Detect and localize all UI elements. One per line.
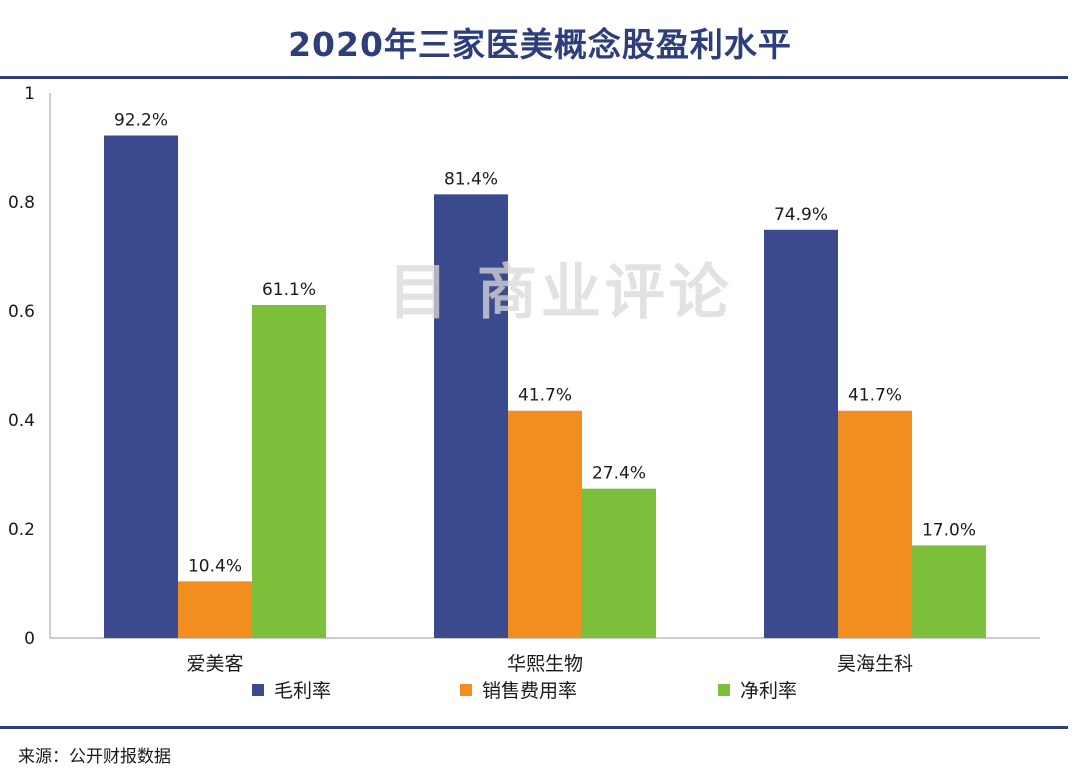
bar [838, 410, 912, 638]
bar [508, 410, 582, 638]
y-tick-label: 0.4 [8, 411, 35, 431]
y-tick-label: 0 [24, 629, 35, 649]
y-tick-label: 1 [24, 84, 35, 104]
data-label: 61.1% [262, 280, 316, 300]
legend-swatch [718, 684, 730, 696]
bar [434, 194, 508, 638]
legend-label: 毛利率 [274, 680, 331, 702]
category-label: 昊海生科 [837, 653, 913, 675]
category-label: 爱美客 [186, 653, 243, 675]
watermark: 目 商业评论 [388, 258, 733, 328]
data-label: 41.7% [518, 386, 572, 406]
legend-label: 销售费用率 [482, 680, 577, 702]
bar [104, 135, 178, 638]
data-label: 17.0% [922, 520, 976, 540]
y-tick-label: 0.8 [8, 193, 35, 213]
bar [178, 581, 252, 638]
data-label: 10.4% [188, 556, 242, 576]
bar-chart: 0 0.2 0.4 0.6 0.8 1 92.2% 10.4% 61.1% 爱美客 81.4% 41.… [8, 84, 1040, 702]
data-label: 92.2% [114, 111, 168, 131]
category-label: 华熙生物 [507, 653, 583, 675]
data-label: 74.9% [774, 205, 828, 225]
legend-swatch [252, 684, 264, 696]
y-tick-label: 0.6 [8, 302, 35, 322]
bar [764, 229, 838, 639]
bar [252, 305, 326, 638]
bottom-rule [0, 726, 1068, 729]
legend-swatch [460, 684, 472, 696]
data-label: 41.7% [848, 386, 902, 406]
bar [912, 545, 986, 638]
chart-title: 2020年三家医美概念股盈利水平 [288, 25, 792, 64]
data-label: 27.4% [592, 464, 646, 484]
legend-label: 净利率 [740, 680, 797, 702]
data-label: 81.4% [444, 169, 498, 189]
source-note: 来源：公开财报数据 [18, 747, 171, 767]
y-tick-label: 0.2 [8, 520, 35, 540]
top-rule [0, 76, 1068, 79]
bar [582, 488, 656, 638]
